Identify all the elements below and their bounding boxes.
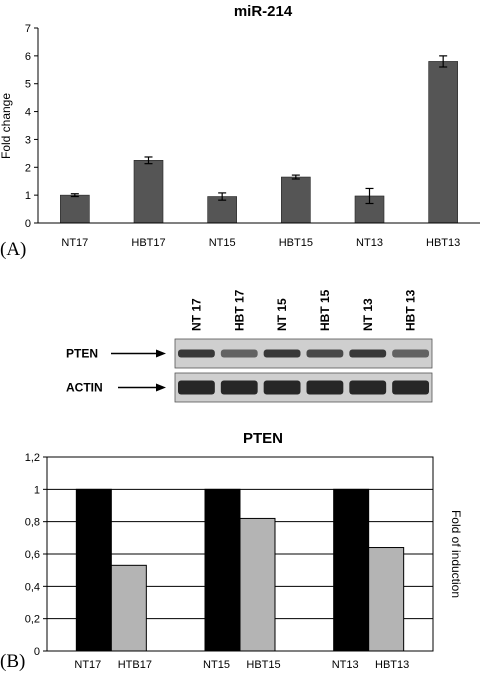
mir214-y-tick-label: 6: [25, 51, 31, 63]
pten-y-tick-label: 1,2: [25, 452, 40, 464]
blot-arrow-head: [156, 383, 166, 392]
pten-category-label: HTB17: [118, 659, 152, 671]
blot-lane-label: HBT 13: [404, 289, 418, 331]
pten-bar: [110, 564, 147, 652]
blot-band: [306, 349, 344, 358]
pten-y-tick-label: 0,2: [25, 614, 40, 626]
blot-row-label: ACTIN: [66, 381, 103, 395]
mir214-category-label: HBT15: [279, 237, 313, 249]
mir214-y-axis-title: Fold change: [0, 93, 13, 159]
mir214-category-label: HBT13: [426, 237, 460, 249]
blot-lane-label: HBT 17: [232, 289, 246, 331]
blot-band: [178, 349, 215, 358]
mir214-bar: [133, 160, 164, 224]
blot-lane-label: NT 13: [361, 298, 375, 331]
blot-row-actin: ACTIN: [66, 372, 433, 403]
mir214-bar: [281, 176, 311, 224]
mir214-category-label: HBT17: [131, 237, 165, 249]
mir214-category-label: NT17: [61, 237, 88, 249]
mir214-y-tick-label: 4: [25, 107, 31, 119]
pten-category-label: NT13: [332, 659, 359, 671]
pten-bar: [239, 517, 276, 652]
blot-band: [306, 380, 344, 395]
blot-band: [178, 380, 215, 395]
pten-category-label: NT17: [74, 659, 101, 671]
mir214-y-tick-label: 5: [25, 79, 31, 91]
mir214-bar: [60, 194, 90, 224]
blot-band: [349, 349, 387, 358]
pten-bar: [333, 488, 370, 652]
mir214-chart: miR-214 Fold change 0 1 2 3 4 5 6 7 NT17 HBT17 NT…: [0, 3, 480, 249]
blot-lane-label: NT 17: [189, 298, 203, 331]
mir214-category-label: NT15: [209, 237, 236, 249]
pten-bar: [204, 488, 241, 652]
panel-b-label: (B): [0, 651, 25, 672]
blot-lane-label: NT 15: [275, 298, 289, 331]
pten-y-tick-label: 0: [34, 646, 40, 658]
blot-band: [220, 349, 258, 358]
pten-category-label: HBT15: [246, 659, 280, 671]
blot-band: [220, 380, 258, 395]
pten-y-axis-title: Fold of induction: [449, 510, 463, 598]
mir214-chart-title: miR-214: [234, 3, 293, 20]
pten-chart-title: PTEN: [243, 430, 283, 447]
pten-y-tick-label: 0,6: [25, 549, 40, 561]
mir214-bar: [207, 196, 237, 224]
blot-row-pten: PTEN: [66, 338, 433, 369]
pten-category-label: HBT13: [375, 659, 409, 671]
mir214-category-label: NT13: [356, 237, 383, 249]
mir214-y-tick-label: 3: [25, 134, 31, 146]
blot-arrow-head: [156, 349, 166, 358]
pten-bar: [368, 547, 405, 652]
pten-y-tick-label: 1: [34, 484, 40, 496]
blot-band: [263, 349, 301, 358]
mir214-y-tick-label: 2: [25, 162, 31, 174]
blot-lane-label: HBT 15: [318, 289, 332, 331]
blot-membrane: [174, 338, 433, 369]
blot-band: [392, 349, 429, 358]
blot-band: [349, 380, 387, 395]
blot-membrane: [174, 372, 433, 403]
pten-bar: [75, 488, 112, 652]
mir214-bar: [428, 61, 458, 224]
western-blot: NT 17 HBT 17 NT 15 HBT 15 NT 13 HBT 13 PTEN AC…: [66, 289, 433, 403]
pten-y-tick-label: 0,4: [25, 581, 40, 593]
pten-y-tick-label: 0,8: [25, 517, 40, 529]
mir214-y-tick-label: 0: [25, 218, 31, 230]
blot-band: [392, 380, 429, 395]
blot-band: [263, 380, 301, 395]
blot-row-label: PTEN: [66, 347, 98, 361]
mir214-y-tick-label: 1: [25, 190, 31, 202]
pten-chart: PTEN 0 0,2 0,4 0,6 0,8 1 1,2 NT17 HTB17 NT15 HBT1…: [25, 430, 463, 671]
mir214-y-tick-label: 7: [25, 23, 31, 35]
panel-a-label: (A): [0, 239, 26, 260]
pten-category-label: NT15: [203, 659, 230, 671]
